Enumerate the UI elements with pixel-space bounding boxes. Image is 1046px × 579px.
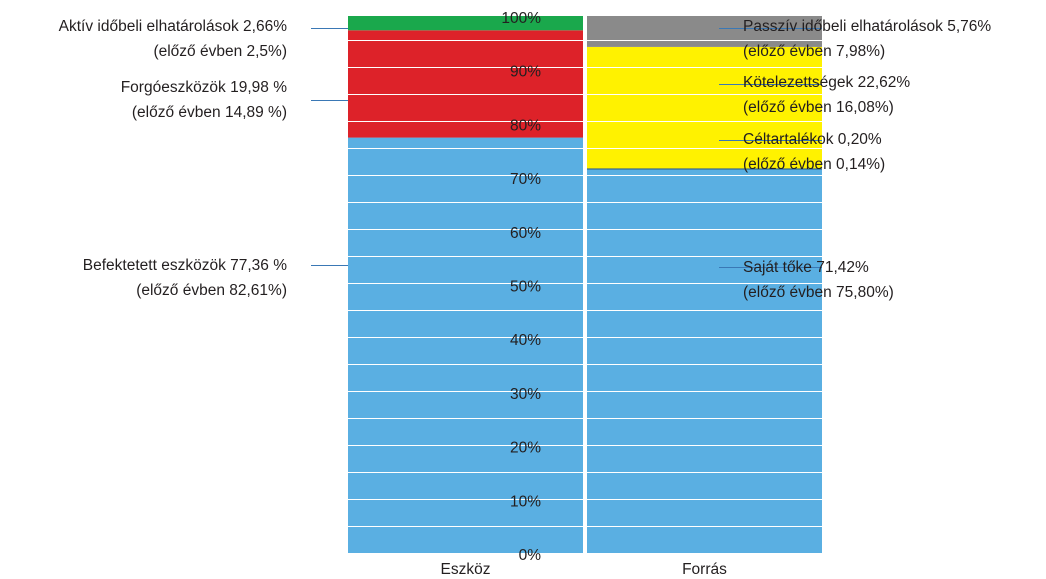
segment-label-befektetett: Befektetett eszközök 77,36 %: [83, 257, 287, 274]
segment-label-kotelezettseg: Kötelezettségek 22,62%: [743, 74, 910, 91]
y-axis-tick-label: 40%: [510, 332, 541, 349]
y-axis-tick-label: 90%: [510, 64, 541, 81]
x-axis-label-eszkoz: Eszköz: [441, 561, 491, 578]
y-axis-tick-label: 100%: [501, 10, 541, 27]
y-axis-tick-label: 20%: [510, 440, 541, 457]
segment-sublabel-celtartalek: (előző évben 0,14%): [743, 156, 885, 173]
x-axis-label-forras: Forrás: [682, 561, 727, 578]
bar-segment-sajat: [587, 169, 822, 553]
segment-label-forgoeszkozok: Forgóeszközök 19,98 %: [121, 79, 288, 96]
segment-sublabel-sajat: (előző évben 75,80%): [743, 284, 894, 301]
segment-sublabel-kotelezettseg: (előző évben 16,08%): [743, 99, 894, 116]
bar-segment-befektetett: [348, 137, 583, 554]
segment-sublabel-passziv: (előző évben 7,98%): [743, 43, 885, 60]
bar-segment-celtartalek: [587, 168, 822, 170]
bar-columns: [348, 16, 822, 554]
leader-lines: [311, 28, 822, 268]
segment-labels: Befektetett eszközök 77,36 % (előző évben…: [59, 18, 992, 301]
y-axis-tick-label: 30%: [510, 386, 541, 403]
bar-column-eszkoz: [348, 16, 583, 554]
bar-column-forras: [587, 16, 822, 553]
y-axis-tick-labels: 0% 10% 20% 30% 40% 50% 60% 70% 80% 90% 100%: [501, 10, 541, 564]
bar-segment-aktiv: [348, 16, 583, 31]
y-axis-tick-label: 70%: [510, 171, 541, 188]
y-axis-tick-label: 60%: [510, 225, 541, 242]
segment-label-passziv: Passzív időbeli elhatárolások 5,76%: [743, 18, 991, 35]
segment-sublabel-forgoeszkozok: (előző évben 14,89 %): [132, 104, 287, 121]
bar-segment-forgoeszkozok: [348, 30, 583, 138]
segment-label-celtartalek: Céltartalékok 0,20%: [743, 131, 882, 148]
y-axis-tick-label: 80%: [510, 117, 541, 134]
bar-segment-passziv: [587, 16, 822, 47]
segment-sublabel-aktiv: (előző évben 2,5%): [153, 43, 287, 60]
y-axis-tick-label: 50%: [510, 279, 541, 296]
segment-label-sajat: Saját tőke 71,42%: [743, 259, 869, 276]
segment-label-aktiv: Aktív időbeli elhatárolások 2,66%: [59, 18, 288, 35]
y-axis-tick-label: 10%: [510, 493, 541, 510]
y-axis-tick-label: 0%: [519, 547, 542, 564]
x-axis-category-labels: Eszköz Forrás: [441, 561, 728, 578]
segment-sublabel-befektetett: (előző évben 82,61%): [136, 282, 287, 299]
